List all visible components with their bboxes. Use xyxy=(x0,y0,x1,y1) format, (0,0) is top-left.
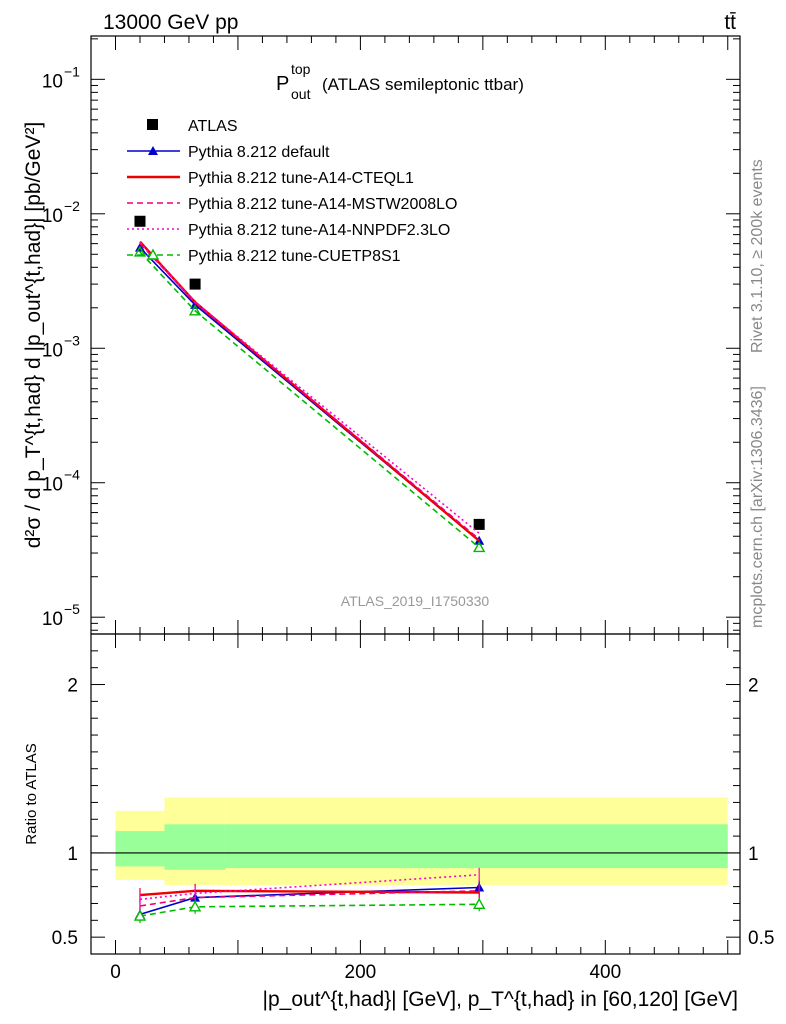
ratio-frame xyxy=(90,633,741,955)
plot-title-rest: (ATLAS semileptonic ttbar) xyxy=(322,75,524,94)
ratio-y-tick-label-right: 0.5 xyxy=(748,928,774,949)
x-tick-labels: 0 200 400 xyxy=(110,962,621,983)
x-tick-label: 400 xyxy=(589,962,621,983)
plot-title-sub: out xyxy=(291,86,311,102)
main-ticks xyxy=(91,36,740,634)
ratio-panel: 0.5 0.5 1 1 2 2 0 200 400 xyxy=(52,633,775,983)
atlas-data-point xyxy=(473,518,485,530)
main-y-tick-labels: 10−110−210−310−410−5 xyxy=(42,63,80,630)
main-series-line-4 xyxy=(139,242,480,535)
atlas-data-point xyxy=(189,278,201,290)
energy-label: 13000 GeV pp xyxy=(103,11,238,34)
ratio-y-tick-label: 2 xyxy=(67,676,78,697)
ratio-bands xyxy=(91,797,740,885)
main-panel: 10−110−210−310−410−5 P top out (ATLAS se… xyxy=(42,35,741,635)
main-y-tick-exponent: −1 xyxy=(64,63,80,79)
ratio-ticks xyxy=(91,634,740,954)
process-label: tt̄ xyxy=(724,11,736,34)
stat-uncertainty-band xyxy=(115,831,165,867)
main-y-tick-exponent: −2 xyxy=(64,198,80,214)
mcplots-label: mcplots.cern.ch [arXiv:1306.3436] xyxy=(749,386,766,628)
main-y-tick-label: 10 xyxy=(42,340,63,361)
legend-label: Pythia 8.212 default xyxy=(188,144,330,161)
analysis-id: ATLAS_2019_I1750330 xyxy=(341,593,490,609)
legend-label: Pythia 8.212 tune-A14-MSTW2008LO xyxy=(188,196,457,213)
x-axis-label: |p_out^{t,had}| [GeV], p_T^{t,had} in [6… xyxy=(263,988,738,1011)
ratio-y-tick-label: 0.5 xyxy=(52,928,78,949)
legend-label: ATLAS xyxy=(188,118,238,135)
main-y-tick-label: 10 xyxy=(42,206,63,227)
plot-title-main: P xyxy=(276,73,289,95)
main-y-tick-label: 10 xyxy=(42,71,63,92)
legend-label: Pythia 8.212 tune-CUETP8S1 xyxy=(188,248,401,265)
legend-label: Pythia 8.212 tune-A14-NNPDF2.3LO xyxy=(188,222,450,239)
main-ylabel: d²σ / d p_T^{t,had} d |p_out^{t,had}| [p… xyxy=(22,122,45,549)
rivet-label: Rivet 3.1.10, ≥ 200k events xyxy=(749,159,766,353)
x-tick-label: 0 xyxy=(110,962,121,983)
stat-uncertainty-band xyxy=(164,824,226,870)
main-ylabel-text: d²σ / d p_T^{t,had} d |p_out^{t,had}| [p… xyxy=(22,122,45,549)
main-marker-5 xyxy=(472,541,486,553)
ratio-ylabel: Ratio to ATLAS xyxy=(23,743,40,844)
main-marker-5 xyxy=(188,304,202,316)
main-y-tick-exponent: −3 xyxy=(64,332,80,348)
x-tick-label: 200 xyxy=(345,962,377,983)
legend-marker-1 xyxy=(148,146,158,155)
ratio-y-tick-labels: 0.5 0.5 1 1 2 2 xyxy=(52,676,775,950)
ratio-series xyxy=(133,867,486,924)
atlas-data-point xyxy=(134,215,146,227)
main-y-tick-label: 10 xyxy=(42,609,63,630)
main-y-tick-exponent: −5 xyxy=(64,601,80,617)
main-series-line-5 xyxy=(139,251,480,549)
legend-marker-5 xyxy=(146,248,160,260)
ratio-y-tick-label-right: 1 xyxy=(748,844,759,865)
legend-marker-atlas xyxy=(147,119,158,130)
ratio-y-tick-label: 1 xyxy=(67,844,78,865)
ratio-y-tick-label-right: 2 xyxy=(748,676,759,697)
legend: ATLAS Pythia 8.212 default Pythia 8.212 tu… xyxy=(127,118,457,265)
ratio-marker-4 xyxy=(133,909,147,921)
legend-label: Pythia 8.212 tune-A14-CTEQL1 xyxy=(188,170,414,187)
ratio-marker-4 xyxy=(188,900,202,912)
main-marker-5 xyxy=(133,245,147,257)
main-series xyxy=(133,215,486,553)
main-y-tick-exponent: −4 xyxy=(64,467,80,483)
plot-title: P top out (ATLAS semileptonic ttbar) xyxy=(276,61,524,102)
stat-uncertainty-band xyxy=(225,824,728,869)
ratio-marker-4 xyxy=(472,897,486,910)
main-y-tick-label: 10 xyxy=(42,475,63,496)
plot-title-sup: top xyxy=(291,61,311,77)
